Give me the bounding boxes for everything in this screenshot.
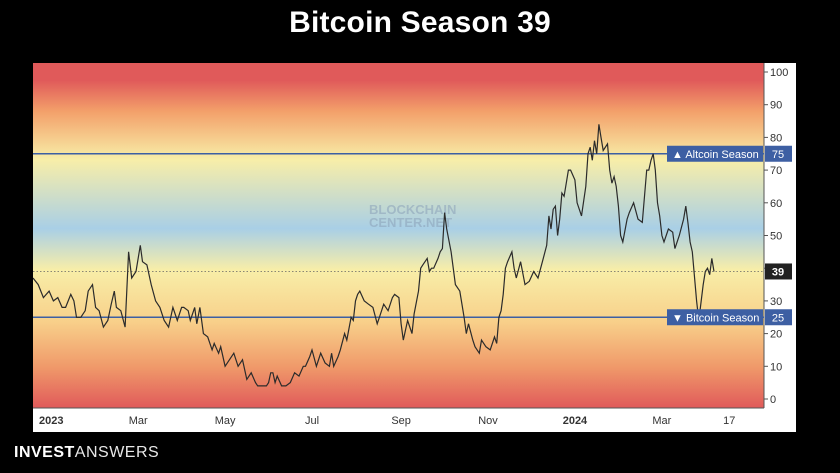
current-value-label: 39 <box>772 266 784 278</box>
y-tick-label: 20 <box>770 329 782 341</box>
reference-label: ▼ Bitcoin Season <box>672 312 759 324</box>
plot-background <box>33 63 764 408</box>
y-tick-label: 0 <box>770 394 776 406</box>
reference-value-box <box>765 309 792 326</box>
x-axis: 2023 Mar May Jul Sep Nov 2024 Mar 17 <box>33 407 764 427</box>
reference-label-box <box>667 309 763 326</box>
y-tick-label: 90 <box>770 100 782 112</box>
chart-title: Bitcoin Season 39 <box>289 6 551 39</box>
chart-frame: 0102030405060708090100 2023MarMayJulSepN… <box>33 63 796 432</box>
y-tick-label: 80 <box>770 132 782 144</box>
y-tick-label: 10 <box>770 361 782 373</box>
y-tick-label: 100 <box>770 67 788 79</box>
reference-lines <box>33 153 764 318</box>
brand-logo: INVESTANSWERS <box>14 444 159 462</box>
x-tick-label: Nov <box>478 415 498 427</box>
x-tick-label: Jul <box>305 415 319 427</box>
series-line <box>33 124 715 387</box>
x-tick-label: 17 <box>723 415 735 427</box>
reference-value-label: 75 <box>772 149 784 161</box>
x-tick-label: Sep <box>391 415 411 427</box>
x-tick-label: Mar <box>129 415 148 427</box>
brand-logo-part-2: ANSWERS <box>74 444 160 461</box>
x-tick-label: Mar <box>652 415 671 427</box>
y-axis: 0102030405060708090100 <box>763 63 788 408</box>
chart-svg[interactable]: 0102030405060708090100 2023MarMayJulSepN… <box>33 63 796 432</box>
y-tick-label: 50 <box>770 231 782 243</box>
y-tick-label: 70 <box>770 165 782 177</box>
reference-label-box <box>667 145 763 162</box>
reference-label: ▲ Altcoin Season <box>672 149 759 161</box>
x-tick-label: 2023 <box>39 415 63 427</box>
x-tick-label: May <box>215 415 236 427</box>
right-labels: ▲ Altcoin Season 75 ▼ Bitcoin Season 25 39 <box>667 145 792 326</box>
x-tick-label: 2024 <box>563 415 588 427</box>
y-tick-label: 30 <box>770 296 782 308</box>
brand-logo-part-1: INVEST <box>14 444 75 461</box>
y-tick-label: 60 <box>770 198 782 210</box>
current-value-box <box>765 263 792 280</box>
watermark-line-1: BLOCKCHAIN <box>369 202 456 217</box>
reference-value-box <box>765 145 792 162</box>
watermark-line-2: CENTER.NET <box>369 215 452 230</box>
reference-value-label: 25 <box>772 312 784 324</box>
